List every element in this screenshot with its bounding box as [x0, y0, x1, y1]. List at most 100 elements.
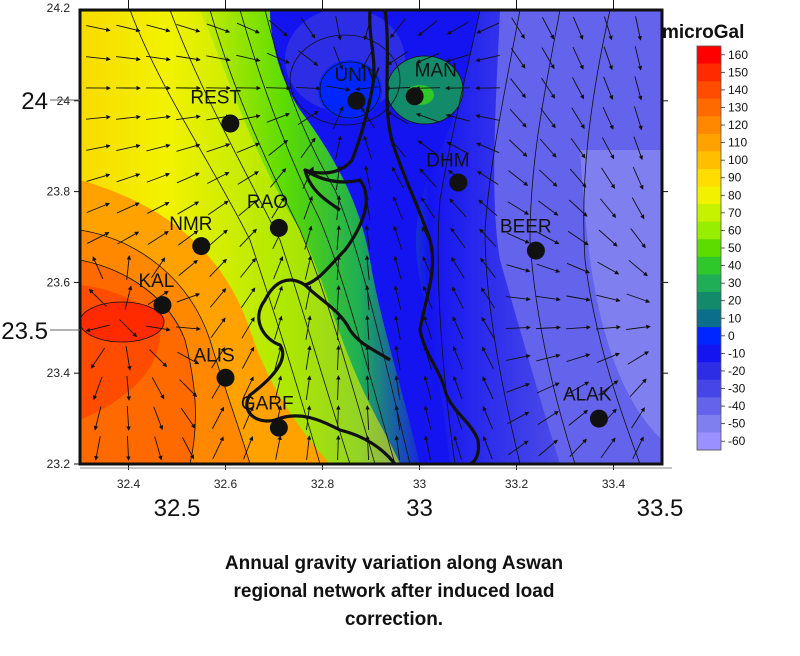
vector-arrow — [446, 21, 469, 35]
station-marker[interactable] — [153, 296, 172, 315]
station-marker[interactable] — [449, 173, 468, 192]
legend-swatch — [697, 239, 721, 258]
vector-arrow — [126, 255, 132, 280]
vector-arrow — [116, 173, 141, 183]
vector-arrow — [265, 85, 291, 91]
vector-arrow — [270, 168, 287, 188]
station-label: KAL — [138, 271, 174, 292]
vector-arrow — [306, 435, 312, 460]
color-legend: 1601501401301201101009080706050403020100… — [696, 45, 748, 451]
vector-arrow — [86, 114, 111, 120]
vector-arrow — [211, 347, 225, 369]
vector-arrow — [626, 324, 651, 330]
legend-swatch — [697, 81, 721, 100]
vector-arrow — [239, 228, 257, 247]
vector-arrow — [446, 141, 469, 155]
vector-arrow — [177, 201, 200, 215]
vector-arrow — [126, 405, 131, 431]
station-marker[interactable] — [526, 241, 545, 260]
vector-arrow — [116, 24, 141, 33]
vector-arrow — [116, 143, 141, 152]
vector-arrow — [116, 56, 141, 62]
vector-arrow — [86, 173, 111, 182]
vector-arrow — [176, 143, 201, 152]
vector-arrow — [295, 86, 321, 91]
vector-arrow — [126, 435, 131, 461]
vector-arrow — [336, 435, 341, 461]
vector-arrow — [206, 23, 231, 33]
station-marker[interactable] — [269, 418, 288, 437]
gravity-map: 32.4 32.6 32.8 33 33.2 33.4 24 23.8 23.6 23.4 23.2… — [1, 0, 748, 522]
vector-arrow — [274, 345, 283, 370]
vector-arrow — [176, 293, 201, 303]
vector-arrow — [598, 229, 618, 247]
vector-arrow — [565, 325, 591, 330]
station-label: GARF — [241, 394, 294, 415]
vector-arrow — [355, 86, 380, 92]
vector-arrow — [597, 261, 620, 275]
legend-label: 130 — [728, 100, 748, 114]
vector-arrow — [240, 287, 256, 309]
vector-arrow — [419, 168, 437, 188]
vector-arrow — [86, 56, 111, 62]
vector-arrow — [445, 54, 470, 63]
legend-swatch — [697, 204, 721, 223]
vector-arrow — [417, 140, 438, 156]
vector-arrow — [149, 349, 168, 368]
station-marker[interactable] — [269, 218, 288, 237]
vector-arrow — [236, 114, 261, 121]
vector-arrows — [85, 16, 651, 461]
legend-swatch — [697, 414, 721, 433]
vector-arrow — [305, 345, 312, 370]
station-marker[interactable] — [589, 409, 608, 428]
vector-arrow — [86, 144, 111, 151]
outer-axis: 32.5 33 33.5 24 23.5 — [1, 88, 683, 522]
outer-x-tick-label: 32.5 — [154, 495, 201, 522]
vector-arrow — [93, 376, 103, 401]
vector-arrow — [423, 405, 432, 430]
stations-layer: REST UNIV MAN DHM RAO NMR BEER KAL ALIS GARF ALAK — [138, 60, 612, 437]
legend-swatch — [697, 256, 721, 275]
vector-arrow — [539, 138, 557, 158]
station-marker[interactable] — [347, 91, 366, 110]
vector-arrow — [238, 199, 258, 217]
map-frame — [78, 8, 664, 466]
vector-arrow — [94, 436, 101, 461]
vector-arrow — [423, 315, 433, 340]
station-label: REST — [190, 88, 241, 109]
vector-arrow — [482, 435, 493, 460]
vector-arrow — [268, 139, 289, 156]
vector-arrow — [153, 406, 164, 431]
vector-arrow — [540, 108, 556, 129]
legend-swatch — [697, 327, 721, 346]
vector-arrow — [568, 409, 589, 426]
vector-arrow — [482, 376, 494, 400]
legend-label: -20 — [728, 364, 746, 378]
y-tick-label: 23.6 — [47, 275, 71, 289]
vector-arrow — [536, 382, 560, 394]
station-label: BEER — [500, 217, 552, 238]
vector-arrow — [632, 166, 644, 190]
vector-arrow — [178, 259, 198, 276]
vector-arrow — [507, 411, 530, 425]
legend-swatch — [697, 116, 721, 135]
legend-swatch — [697, 46, 721, 65]
vector-arrow — [627, 351, 649, 365]
station-marker[interactable] — [221, 114, 240, 133]
vector-arrow — [386, 111, 409, 125]
vector-arrow — [415, 85, 441, 91]
vector-arrow — [537, 231, 560, 245]
vector-arrow — [566, 295, 591, 302]
legend-label: 110 — [728, 136, 747, 150]
station-marker[interactable] — [192, 237, 211, 256]
vector-arrow — [392, 196, 403, 220]
vector-arrow — [332, 106, 344, 130]
station-marker[interactable] — [405, 87, 424, 106]
legend-label: 100 — [728, 153, 748, 167]
vector-arrow — [240, 257, 257, 278]
vector-arrow — [424, 435, 431, 460]
station-marker[interactable] — [216, 368, 235, 387]
legend-label: 140 — [728, 83, 748, 97]
station-label: ALIS — [194, 346, 235, 367]
vector-arrow — [206, 143, 231, 153]
